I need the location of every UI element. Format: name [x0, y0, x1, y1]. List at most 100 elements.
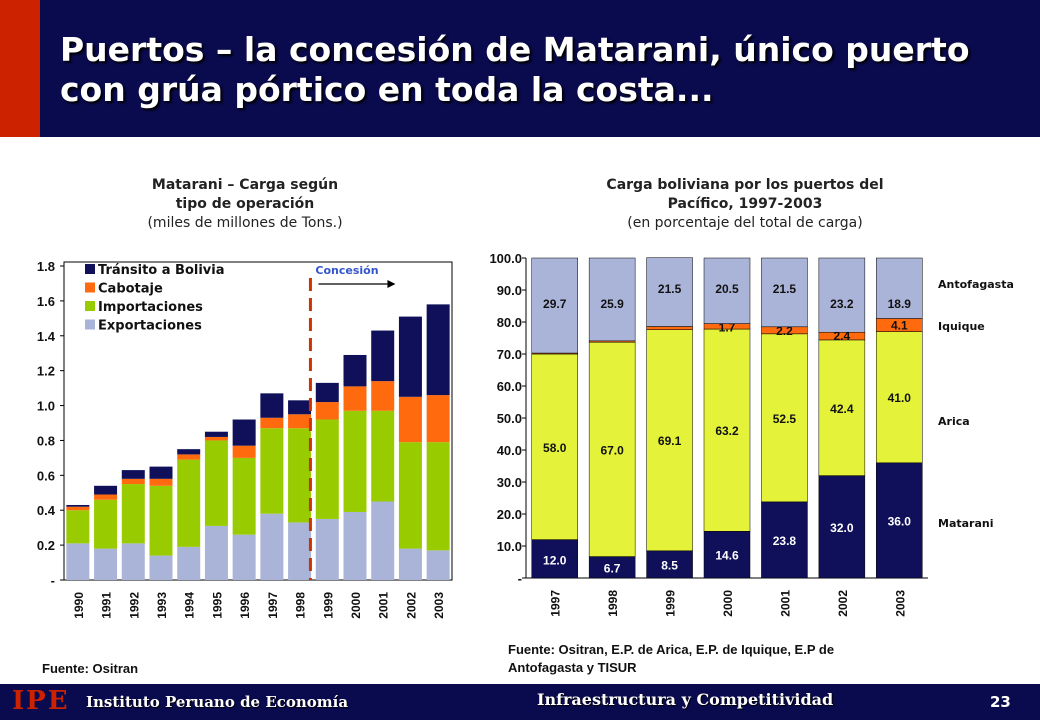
chart1-x-tick-label: 1990: [72, 592, 86, 619]
chart1-bar-segment: [177, 454, 201, 460]
chart1-x-tick-label: 1994: [183, 592, 197, 619]
chart2-bar-segment: [818, 257, 866, 333]
chart1-x-tick-label: 1998: [294, 592, 308, 619]
chart1-bar-segment: [149, 555, 173, 580]
chart1-y-tick-label: 1.6: [37, 294, 55, 309]
chart1-x-tick-label: 1992: [127, 592, 141, 619]
chart2-data-label: 8.5: [661, 558, 678, 572]
chart2-data-label: 21.5: [658, 282, 682, 296]
chart2-data-label: 32.0: [830, 521, 854, 535]
chart1-x-tick-label: 2000: [349, 592, 363, 619]
chart2-bar-segment: [818, 339, 866, 476]
chart1-bar-segment: [315, 419, 339, 519]
chart2-data-label: 4.1: [891, 318, 908, 332]
ipe-logo: IPE: [12, 686, 70, 716]
chart1-legend-swatch: [85, 319, 95, 330]
chart2-series-label: Arica: [938, 415, 970, 428]
chart2-data-label: 42.4: [830, 402, 854, 416]
chart1-bar-segment: [177, 459, 201, 547]
chart1-y-tick-label: 0.4: [37, 503, 56, 518]
chart1-bar-segment: [177, 449, 201, 455]
chart1-bar-segment: [288, 428, 312, 523]
chart1-bar-segment: [94, 499, 118, 549]
chart1-bar-segment: [343, 511, 367, 580]
chart1-bar-segment: [426, 395, 450, 443]
chart2-y-tick-label: 70.0: [497, 347, 522, 362]
chart1-x-tick-label: 2003: [432, 592, 446, 619]
chart1-y-tick-label: 1.0: [37, 399, 55, 414]
chart1-x-tick-label: 1996: [238, 592, 252, 619]
chart2-data-label: 52.5: [773, 412, 797, 426]
chart1-bar-segment: [398, 442, 422, 549]
chart1-bar-segment: [94, 548, 118, 580]
chart2-bar-segment: [703, 531, 751, 579]
chart1-x-tick-label: 2002: [404, 592, 418, 619]
chart1-bar-segment: [371, 501, 395, 580]
chart1-title-line1: Matarani – Carga según: [151, 177, 339, 193]
chart1-y-tick-label: 1.8: [37, 259, 55, 274]
chart1-bar-segment: [232, 445, 256, 458]
chart1-bar-segment: [121, 470, 145, 479]
chart1-x-tick-label: 2001: [377, 592, 391, 619]
chart1-legend-label: Exportaciones: [98, 319, 202, 334]
chart2-bar-segment: [646, 550, 693, 579]
chart1-bar-segment: [315, 382, 339, 403]
chart2-x-tick-label: 1997: [549, 590, 563, 617]
section-name: Infraestructura y Competitividad: [537, 690, 834, 709]
chart1-bar-segment: [288, 400, 312, 415]
chart2-bar-segment: [588, 341, 636, 557]
chart1-legend-swatch: [85, 301, 95, 311]
chart1-y-tick-label: 1.4: [37, 329, 56, 344]
chart2-bar-segment: [818, 475, 866, 579]
chart1-bar-segment: [204, 525, 228, 580]
chart1-bar-segment: [371, 381, 395, 411]
chart2-x-tick-label: 2002: [836, 590, 850, 617]
chart2-data-label: 41.0: [888, 391, 912, 405]
chart1-bar-segment: [149, 478, 173, 486]
chart2-source: Fuente: Ositran, E.P. de Arica, E.P. de …: [508, 641, 928, 677]
chart2-source-line2: Antofagasta y TISUR: [508, 660, 637, 675]
chart1-legend-label: Importaciones: [98, 300, 203, 315]
chart1-bar-segment: [343, 354, 367, 387]
chart1-x-tick-label: 1999: [321, 592, 335, 619]
chart1-plot-frame: [63, 261, 453, 581]
chart2-data-label: 69.1: [658, 434, 682, 448]
chart1-bar-segment: [94, 485, 118, 495]
header-bar: [0, 0, 1040, 137]
chart1-y-tick-label: -: [51, 573, 55, 588]
chart2-bar-segment: [876, 257, 923, 319]
chart2-y-tick-label: 100.0: [489, 251, 522, 266]
chart2-x-tick-label: 2003: [893, 590, 907, 617]
chart1-bar-segment: [398, 316, 422, 397]
chart2-series-label: Iquique: [938, 320, 985, 333]
chart1-x-tick-label: 1997: [266, 592, 280, 619]
chart1-bar-segment: [232, 457, 256, 535]
chart1-bar-segment: [121, 484, 145, 544]
chart1-y-tick-label: 0.6: [37, 468, 55, 483]
chart2-y-tick-label: 80.0: [497, 315, 522, 330]
chart1-x-tick-label: 1995: [210, 592, 224, 619]
chart1-bar-segment: [343, 386, 367, 411]
chart1-bar-segment: [260, 417, 284, 429]
chart1-legend-label: Tránsito a Bolivia: [98, 263, 225, 278]
chart1-bar-segment: [426, 304, 450, 396]
chart1-title: Matarani – Carga según tipo de operación…: [95, 176, 395, 233]
header-accent-bar: [0, 0, 40, 137]
chart1-bar-segment: [232, 534, 256, 580]
chart2-x-tick-label: 2000: [721, 590, 735, 617]
chart1-legend-label: Cabotaje: [98, 282, 163, 297]
chart2-bar-segment: [876, 331, 923, 464]
chart1-bar-segment: [371, 330, 395, 382]
chart1-bar-segment: [315, 518, 339, 580]
page-number: 23: [990, 693, 1011, 711]
chart2-y-tick-label: 20.0: [497, 507, 522, 522]
chart2-bar-segment: [761, 333, 808, 503]
chart2-bar-segment: [531, 353, 578, 540]
chart2-data-label: 1.7: [719, 321, 736, 335]
slide-title: Puertos – la concesión de Matarani, únic…: [60, 30, 970, 109]
chart1-bar-segment: [149, 466, 173, 479]
chart2-data-label: 6.7: [604, 561, 621, 575]
chart2-data-label: 14.6: [715, 549, 739, 563]
